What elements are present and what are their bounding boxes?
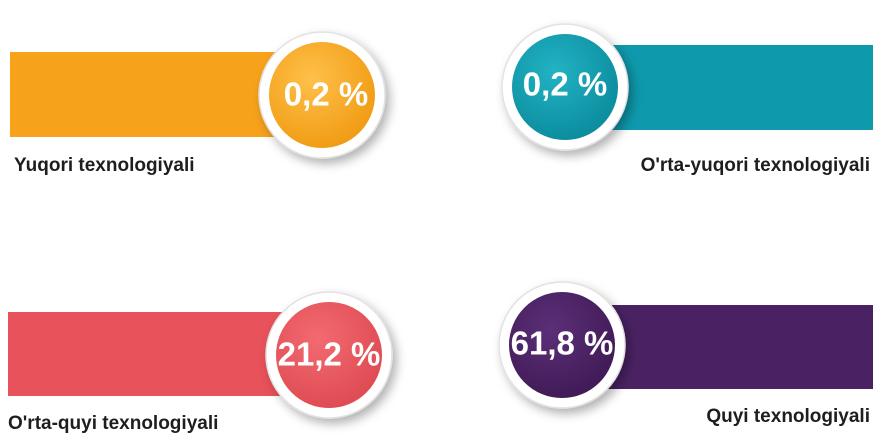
circle bbox=[276, 302, 382, 408]
label: Yuqori texnologiyali bbox=[14, 155, 195, 176]
circle bbox=[509, 292, 615, 398]
value: 0,2 % bbox=[284, 76, 368, 113]
label: O'rta-quyi texnologiyali bbox=[8, 413, 218, 434]
circle bbox=[512, 34, 618, 140]
value: 21,2 % bbox=[278, 336, 381, 373]
circle bbox=[269, 42, 375, 148]
value: 61,8 % bbox=[511, 325, 614, 362]
value: 0,2 % bbox=[523, 66, 607, 103]
label: O'rta-yuqori texnologiyali bbox=[641, 155, 870, 176]
label: Quyi texnologiyali bbox=[706, 406, 870, 427]
